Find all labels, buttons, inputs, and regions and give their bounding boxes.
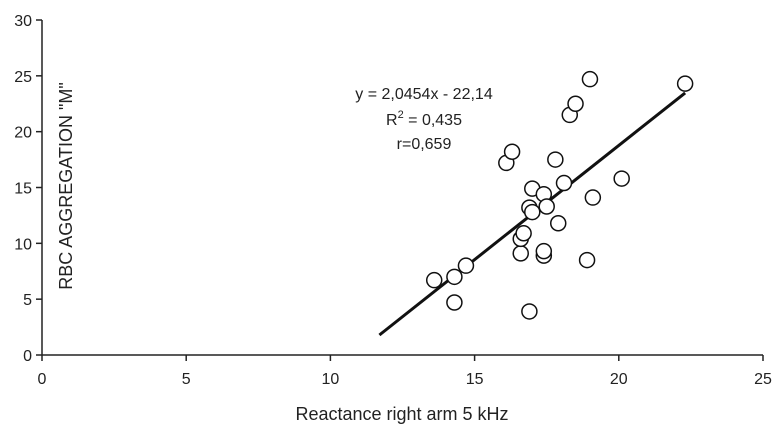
data-point <box>555 174 573 192</box>
data-point <box>581 70 599 88</box>
data-point <box>547 151 564 168</box>
x-tick-label: 10 <box>322 371 340 388</box>
data-point <box>584 189 602 206</box>
x-tick-label: 15 <box>466 371 484 388</box>
data-point <box>521 303 538 320</box>
x-tick-label: 25 <box>754 371 772 388</box>
data-point <box>503 143 521 161</box>
data-point <box>549 214 567 232</box>
data-point <box>613 170 630 187</box>
data-point <box>515 225 532 242</box>
y-axis-title: RBC AGGREGATION "M" <box>56 82 76 289</box>
y-ticks: 0 5 10 15 20 25 30 <box>14 13 42 365</box>
y-tick-label: 25 <box>14 69 32 86</box>
r-squared-value: = 0,435 <box>404 112 462 129</box>
data-point <box>578 251 596 269</box>
data-point <box>567 95 584 112</box>
x-ticks: 0 5 10 15 20 25 <box>38 355 772 388</box>
y-tick-label: 15 <box>14 181 32 198</box>
y-tick-label: 10 <box>14 236 32 253</box>
data-points <box>425 70 694 320</box>
data-point <box>535 242 553 260</box>
plot-area: 0 5 10 15 20 25 0 5 10 15 20 25 30 <box>14 13 772 388</box>
data-point <box>676 75 694 92</box>
y-tick-label: 20 <box>14 125 32 142</box>
x-tick-label: 5 <box>182 371 191 388</box>
y-tick-label: 0 <box>23 348 32 365</box>
data-point <box>446 294 463 311</box>
equation-label: y = 2,0454x - 22,14 <box>355 86 493 103</box>
r-squared-label: R2 = 0,435 <box>386 109 462 129</box>
data-point <box>446 268 463 286</box>
x-tick-label: 20 <box>610 371 628 388</box>
r-squared-symbol: R <box>386 112 398 129</box>
data-point <box>457 257 475 274</box>
data-point <box>512 245 529 262</box>
x-axis-title: Reactance right arm 5 kHz <box>295 404 508 424</box>
x-tick-label: 0 <box>38 371 47 388</box>
data-point <box>524 203 541 221</box>
y-tick-label: 5 <box>23 292 32 309</box>
r-value-label: r=0,659 <box>397 136 452 153</box>
data-point <box>538 198 555 215</box>
trendline-annotation: y = 2,0454x - 22,14 R2 = 0,435 r=0,659 <box>355 86 493 153</box>
data-point <box>425 271 443 289</box>
r-squared-exponent: 2 <box>398 109 404 121</box>
y-tick-label: 30 <box>14 13 32 30</box>
